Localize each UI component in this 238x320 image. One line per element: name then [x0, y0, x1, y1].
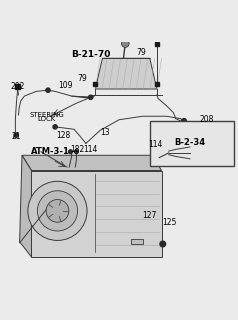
Text: 182: 182 — [70, 145, 85, 154]
Bar — [155, 42, 159, 46]
Circle shape — [53, 125, 57, 129]
Text: 202: 202 — [10, 82, 25, 91]
Text: 79: 79 — [137, 48, 146, 57]
Text: LOCK: LOCK — [38, 116, 56, 122]
Bar — [155, 82, 159, 86]
Text: 13: 13 — [100, 128, 110, 137]
Polygon shape — [31, 171, 162, 257]
Circle shape — [28, 181, 87, 240]
Text: 125: 125 — [163, 218, 177, 227]
Text: 79: 79 — [77, 74, 87, 83]
Circle shape — [14, 133, 18, 137]
Polygon shape — [131, 239, 143, 244]
Circle shape — [122, 40, 129, 47]
Polygon shape — [20, 155, 31, 257]
Text: ATM-3-1: ATM-3-1 — [31, 147, 70, 156]
Polygon shape — [95, 58, 157, 89]
Polygon shape — [22, 155, 162, 171]
Circle shape — [182, 119, 186, 123]
Text: 109: 109 — [59, 81, 73, 90]
Text: STEERING: STEERING — [30, 112, 64, 117]
Circle shape — [162, 154, 166, 157]
Circle shape — [89, 95, 93, 100]
Circle shape — [46, 88, 50, 92]
Text: B-21-70: B-21-70 — [71, 50, 110, 59]
Circle shape — [160, 241, 166, 247]
Circle shape — [46, 199, 69, 222]
Text: 208: 208 — [199, 115, 214, 124]
Text: B-2-34: B-2-34 — [174, 138, 206, 147]
Text: 114: 114 — [149, 140, 163, 149]
Text: 114: 114 — [84, 145, 98, 154]
Bar — [15, 84, 20, 89]
Circle shape — [184, 121, 188, 125]
Circle shape — [69, 150, 72, 154]
Text: 21: 21 — [11, 132, 21, 141]
Bar — [150, 121, 234, 166]
Text: 127: 127 — [143, 211, 157, 220]
Circle shape — [74, 150, 78, 154]
Bar — [94, 82, 97, 86]
Circle shape — [37, 191, 78, 231]
Text: 128: 128 — [56, 131, 70, 140]
